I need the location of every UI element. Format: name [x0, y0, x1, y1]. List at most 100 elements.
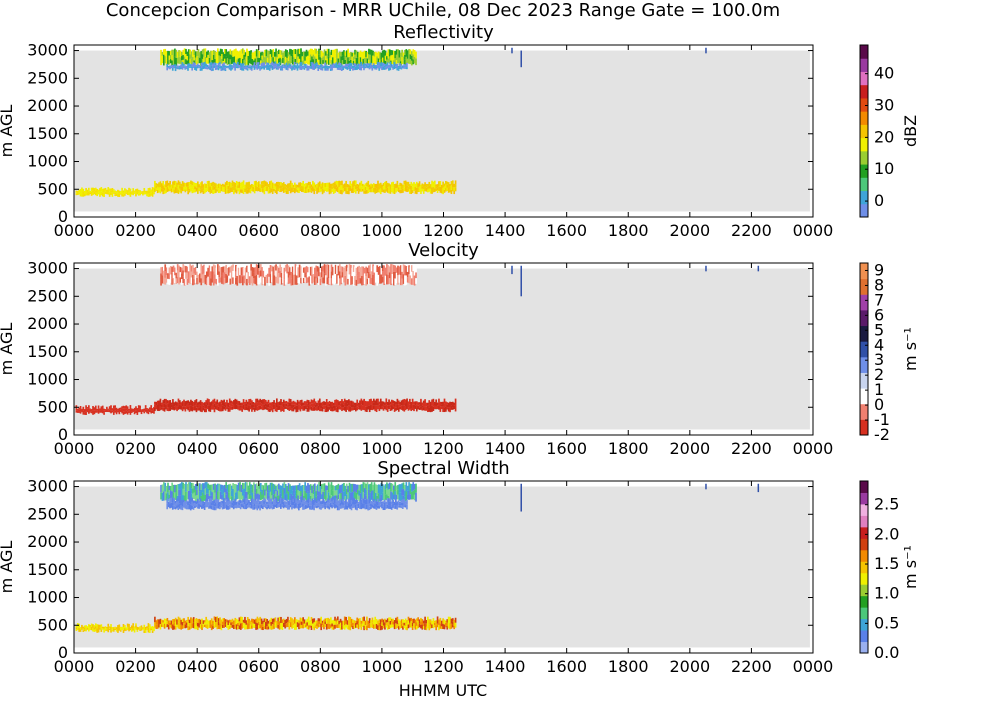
echo-cell: [248, 399, 250, 406]
echo-cell: [115, 193, 118, 196]
y-tick-label: 3000: [27, 477, 68, 496]
echo-cell: [282, 187, 285, 193]
echo-cell: [421, 619, 424, 625]
echo-cell: [229, 266, 232, 273]
echo-cell: [286, 264, 288, 274]
echo-cell: [210, 278, 212, 286]
echo-cell: [340, 60, 343, 65]
echo-cell: [289, 402, 292, 407]
echo-cell: [289, 500, 292, 503]
echo-cell: [275, 186, 278, 191]
echo-cell: [189, 482, 192, 491]
echo-cell: [189, 64, 192, 66]
echo-cell: [266, 622, 268, 627]
echo-cell: [223, 622, 226, 628]
echo-cell: [86, 192, 89, 196]
echo-cell: [262, 620, 264, 624]
echo-cell: [395, 54, 398, 61]
echo-cell: [221, 186, 224, 190]
echo-cell: [333, 495, 336, 501]
echo-cell: [137, 193, 140, 196]
echo-cell: [310, 190, 313, 193]
echo-cell: [266, 626, 268, 630]
echo-cell: [194, 503, 196, 506]
echo-cell: [199, 400, 202, 406]
echo-cell: [81, 626, 83, 629]
echo-cell: [306, 622, 309, 626]
echo-cell: [268, 504, 271, 510]
echo-cell: [236, 275, 239, 286]
echo-cell: [384, 267, 387, 276]
echo-cell: [315, 53, 318, 59]
echo-cell: [358, 501, 361, 506]
echo-cell: [239, 186, 242, 190]
echo-cell: [360, 404, 363, 411]
echo-cell: [339, 498, 342, 503]
echo-cell: [399, 189, 401, 194]
echo-cell: [454, 398, 457, 406]
echo-cell: [128, 408, 130, 411]
echo-cell: [305, 493, 308, 501]
echo-cell: [346, 190, 349, 195]
echo-cell: [386, 497, 389, 502]
echo-cell: [402, 495, 405, 502]
echo-cell: [397, 505, 400, 508]
echo-cell: [236, 55, 239, 60]
echo-cell: [264, 503, 267, 509]
echo-cell: [287, 52, 290, 57]
echo-cell: [114, 407, 117, 411]
echo-cell: [289, 502, 292, 505]
echo-cell: [350, 407, 353, 411]
echo-cell: [136, 626, 139, 629]
echo-cell: [264, 400, 267, 404]
echo-cell: [237, 181, 239, 186]
echo-cell: [228, 67, 231, 70]
echo-cell: [231, 180, 234, 187]
echo-cell: [275, 63, 278, 66]
echo-cell: [148, 187, 151, 191]
echo-cell: [201, 401, 203, 407]
echo-cell: [230, 67, 232, 71]
echo-cell: [112, 190, 115, 193]
echo-cell: [196, 56, 198, 61]
echo-cell: [410, 621, 413, 625]
echo-cell: [212, 404, 214, 410]
echo-cell: [281, 498, 284, 502]
echo-cell: [230, 622, 232, 626]
echo-cell: [433, 401, 436, 406]
echo-cell: [243, 504, 246, 510]
echo-cell: [294, 623, 296, 630]
echo-cell: [343, 275, 345, 283]
echo-cell: [366, 182, 368, 187]
colorbar-segment: [860, 481, 868, 493]
echo-cell: [417, 402, 420, 406]
echo-cell: [215, 57, 218, 64]
echo-cell: [262, 485, 265, 493]
echo-cell: [79, 193, 82, 197]
echo-cell: [217, 65, 220, 68]
echo-cell: [282, 57, 284, 63]
echo-cell: [217, 67, 220, 71]
echo-cell: [236, 50, 239, 56]
echo-cell: [339, 406, 342, 410]
echo-cell: [275, 190, 278, 195]
echo-cell: [257, 625, 260, 629]
echo-cell: [291, 272, 294, 279]
echo-cell: [314, 620, 317, 625]
echo-cell: [327, 492, 330, 503]
echo-cell: [103, 192, 105, 198]
echo-cell: [280, 485, 283, 491]
echo-cell: [323, 401, 325, 406]
x-tick-label: 0000: [54, 657, 95, 676]
echo-cell: [243, 67, 246, 69]
echo-cell: [307, 400, 310, 406]
echo-cell: [397, 408, 400, 412]
echo-cell: [110, 192, 112, 195]
echo-cell: [397, 275, 399, 285]
echo-cell: [178, 617, 181, 624]
echo-cell: [393, 183, 396, 190]
echo-cell: [114, 194, 117, 197]
echo-cell: [330, 617, 332, 621]
echo-cell: [309, 620, 311, 623]
